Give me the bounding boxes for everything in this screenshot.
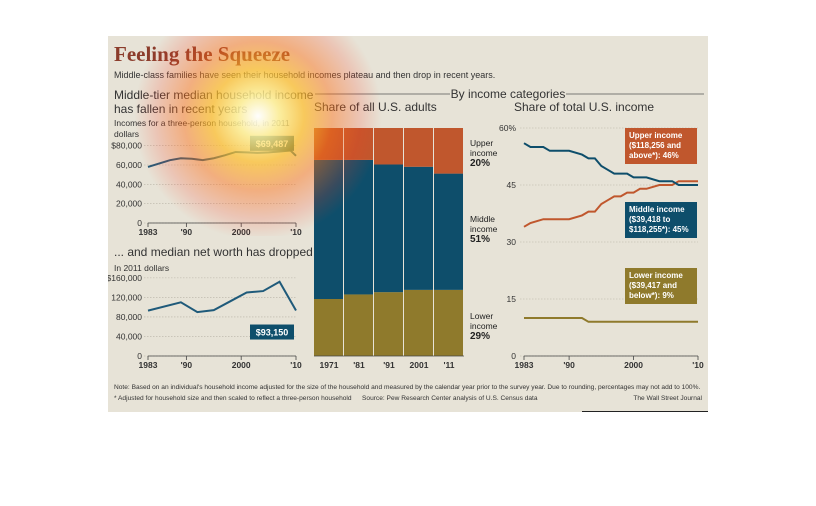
bar-middle-2: [374, 164, 403, 293]
bar-lower-3: [404, 289, 433, 356]
category-header: By income categories: [451, 87, 566, 101]
income-xtick-label: '90: [181, 227, 193, 237]
adults-label-lower-line-0: Lower: [470, 311, 493, 321]
footnote-adjust: * Adjusted for household size and then s…: [114, 395, 352, 402]
footnote-credit: The Wall Street Journal: [633, 395, 702, 402]
networth-xtick-label: 1983: [139, 360, 158, 370]
adults-label-middle-line-0: Middle: [470, 214, 495, 224]
income-xtick-label: '10: [290, 227, 302, 237]
share-xtick-label: 2000: [624, 360, 643, 370]
networth-xtick-label: 2000: [232, 360, 251, 370]
share-series-middle: [523, 142, 698, 186]
share-ytick-label: 30: [507, 237, 517, 247]
share-callout-middle-line-2: $118,255*): 45%: [629, 225, 689, 234]
bar-middle-0: [314, 159, 343, 299]
bar-middle-3: [404, 166, 433, 290]
adults-xtick-label: 2001: [410, 360, 429, 370]
share-callout-lower-line-0: Lower income: [629, 271, 683, 280]
footnote-source: Source: Pew Research Center analysis of …: [362, 395, 538, 402]
bar-upper-3: [404, 128, 433, 167]
adults-label-lower-line-1: income: [470, 321, 498, 331]
share-callout-upper-line-1: ($118,256 and: [629, 141, 681, 150]
bar-middle-1: [344, 159, 373, 295]
share-xtick-label: '90: [563, 360, 575, 370]
adults-xtick-label: '11: [443, 360, 454, 370]
networth-xtick-label: '90: [181, 360, 193, 370]
share-ytick-label: 15: [507, 294, 517, 304]
adults-label-upper-line-0: Upper: [470, 138, 493, 148]
networth-note: In 2011 dollars: [114, 263, 170, 273]
networth-ytick-label: 40,000: [116, 331, 142, 341]
adults-xtick-label: 1971: [320, 360, 339, 370]
income-xtick-label: 1983: [139, 227, 158, 237]
adults-label-lower-line-2: 29%: [470, 331, 490, 342]
networth-callout-box: [250, 324, 294, 340]
income-callout-label: $69,487: [256, 139, 289, 149]
footnote-note: Note: Based on an individual's household…: [114, 384, 701, 391]
infographic-panel: Feeling the Squeeze Middle-class familie…: [108, 36, 708, 412]
share-callout-lower-line-2: below*): 9%: [629, 291, 674, 300]
adults-label-upper-line-2: 20%: [470, 158, 490, 169]
bar-upper-1: [344, 128, 373, 160]
income-note-line2: dollars: [114, 129, 140, 139]
bar-lower-2: [374, 292, 403, 356]
bar-lower-4: [434, 289, 463, 356]
adults-label-upper-line-1: income: [470, 148, 498, 158]
bar-upper-4: [434, 128, 463, 174]
networth-ytick-label: 0: [137, 351, 142, 361]
bar-upper-2: [374, 128, 403, 165]
income-xtick-label: 2000: [232, 227, 251, 237]
share-callout-box-lower: [625, 268, 697, 304]
bar-upper-0: [314, 128, 343, 160]
adults-xtick-label: '91: [383, 360, 395, 370]
share-ytick-label: 0: [511, 351, 516, 361]
income-ytick-label: $80,000: [111, 141, 142, 151]
income-ytick-label: 60,000: [116, 160, 142, 170]
income-ytick-label: 40,000: [116, 179, 142, 189]
share-callout-upper-line-2: above*): 46%: [629, 151, 679, 160]
share-callout-middle-line-0: Middle income: [629, 205, 685, 214]
adults-xtick-label: '81: [353, 360, 365, 370]
income-ytick-label: 20,000: [116, 199, 142, 209]
networth-ytick-label: $160,000: [108, 273, 142, 283]
share-chart-title: Share of total U.S. income: [514, 100, 655, 114]
share-callout-upper-line-0: Upper income: [629, 131, 683, 140]
networth-series-line: [147, 280, 297, 314]
share-callout-box-upper: [625, 128, 697, 164]
share-series-upper: [523, 180, 698, 228]
share-series-lower: [524, 317, 698, 323]
networth-xtick-label: '10: [290, 360, 302, 370]
charts-canvas: By income categories $80,000 60,000 40,000…: [108, 87, 704, 370]
share-ytick-label: 45: [507, 180, 517, 190]
adults-label-middle-line-2: 51%: [470, 234, 490, 245]
networth-callout-label: $93,150: [256, 328, 289, 338]
networth-ytick-label: 80,000: [116, 312, 142, 322]
networth-heading: ... and median net worth has dropped: [114, 245, 313, 259]
networth-ytick-label: 120,000: [111, 292, 142, 302]
bar-lower-1: [344, 294, 373, 356]
bar-lower-0: [314, 299, 343, 356]
share-ytick-label: 60%: [499, 123, 516, 133]
adults-label-middle-line-1: income: [470, 224, 498, 234]
share-callout-lower-line-1: ($39,417 and: [629, 281, 677, 290]
share-callout-box-middle: [625, 202, 697, 238]
share-xtick-label: '10: [692, 360, 704, 370]
share-xtick-label: 1983: [515, 360, 534, 370]
bottom-rule: [582, 411, 708, 412]
income-series-line: [147, 149, 297, 168]
bar-middle-4: [434, 173, 463, 290]
share-callout-middle-line-1: ($39,418 to: [629, 215, 670, 224]
